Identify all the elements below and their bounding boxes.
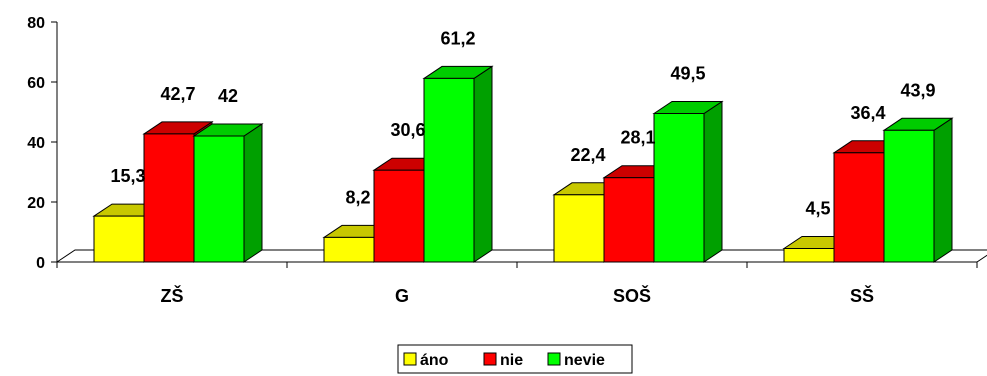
data-label: 43,9 [900, 80, 935, 100]
bar-front [883, 129, 935, 263]
x-category-label: SŠ [850, 285, 874, 306]
bar-front [93, 215, 145, 263]
legend-swatch-nie [483, 352, 497, 366]
data-label: 49,5 [670, 64, 705, 84]
data-label: 4,5 [805, 199, 830, 219]
legend-box [397, 344, 633, 374]
bar-front [193, 135, 245, 263]
value-labels: 15,3 42,7 42 8,2 30,6 61,2 22,4 28,1 49,5 4,5 36,4… [110, 28, 935, 218]
data-label: 22,4 [570, 145, 605, 165]
data-label: 42,7 [160, 84, 195, 104]
data-label: 30,6 [390, 120, 425, 140]
data-label: 28,1 [620, 128, 655, 148]
legend-label-áno: áno [420, 352, 449, 369]
legend-label-nevie: nevie [564, 352, 605, 369]
bar-side [243, 123, 263, 263]
bar-front [783, 248, 835, 263]
bar-front [423, 77, 475, 263]
legend-swatch-nevie [547, 352, 561, 366]
y-tick-label: 0 [36, 255, 45, 272]
data-label: 15,3 [110, 166, 145, 186]
x-category-label: ZŠ [160, 285, 183, 306]
bar-front [373, 169, 425, 263]
bar-nevie-SOŠ [652, 100, 724, 263]
bar-side [473, 65, 493, 263]
bar-front [653, 113, 705, 263]
bar-front [143, 133, 195, 263]
bar-nevie-SŠ [882, 117, 954, 263]
bar-side [933, 117, 953, 263]
bar-front [323, 236, 375, 263]
bar-nevie-G [422, 65, 494, 263]
y-tick-label: 60 [27, 75, 45, 92]
bar-side [703, 100, 723, 263]
axes: 0 20 40 60 80 ZŠ G SOŠ SŠ [27, 15, 987, 306]
bars [92, 65, 954, 263]
data-label: 61,2 [440, 28, 475, 48]
y-tick-label: 40 [27, 135, 45, 152]
data-label: 8,2 [345, 187, 370, 207]
bar-nevie-ZŠ [192, 123, 264, 263]
legend-swatch-áno [403, 352, 417, 366]
legend-label-nie: nie [500, 352, 523, 369]
data-label: 42 [218, 86, 238, 106]
x-category-label: SOŠ [613, 285, 651, 306]
data-label: 36,4 [850, 103, 885, 123]
bar-front [833, 152, 885, 263]
bar-front [553, 194, 605, 263]
legend: áno nie nevie [397, 344, 633, 374]
x-category-label: G [395, 286, 409, 306]
y-tick-label: 20 [27, 195, 45, 212]
bar-front [603, 177, 655, 263]
y-tick-label: 80 [27, 15, 45, 32]
